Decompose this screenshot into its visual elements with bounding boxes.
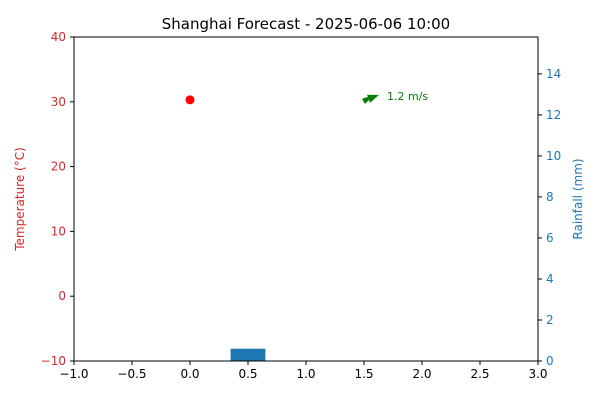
y-right-tick-label: 12	[546, 108, 561, 122]
wind-arrow	[362, 94, 379, 104]
y-right-axis-label: Rainfall (mm)	[571, 158, 585, 239]
y-right-tick-label: 10	[546, 149, 561, 163]
y-right-tick-label: 2	[546, 313, 554, 327]
x-tick-label: 3.0	[528, 367, 547, 381]
y-right-tick-label: 8	[546, 190, 554, 204]
y-left-tick-label: 20	[51, 160, 66, 174]
x-tick-label: 1.5	[354, 367, 373, 381]
y-left-tick-label: 30	[51, 95, 66, 109]
x-tick-label: 2.0	[412, 367, 431, 381]
y-right-tick-label: 14	[546, 67, 561, 81]
y-right-tick-label: 6	[546, 231, 554, 245]
y-left-tick-label: 0	[58, 289, 66, 303]
plot-frame	[73, 36, 539, 362]
x-tick-label: 0.5	[238, 367, 257, 381]
wind-speed-label: 1.2 m/s	[387, 90, 428, 103]
y-left-tick-label: 10	[51, 224, 66, 238]
x-tick-label: −0.5	[117, 367, 146, 381]
y-left-axis-label: Temperature (°C)	[13, 147, 27, 252]
y-right-tick-label: 0	[546, 354, 554, 368]
y-left-tick-label: −10	[41, 354, 66, 368]
y-left-tick-label: 40	[51, 30, 66, 44]
temperature-point	[185, 95, 195, 105]
chart-title: Shanghai Forecast - 2025-06-06 10:00	[162, 15, 450, 33]
rainfall-bar	[230, 348, 266, 361]
y-right-tick-label: 4	[546, 272, 554, 286]
x-tick-label: 2.5	[470, 367, 489, 381]
x-tick-label: −1.0	[59, 367, 88, 381]
x-tick-label: 0.0	[180, 367, 199, 381]
x-tick-label: 1.0	[296, 367, 315, 381]
